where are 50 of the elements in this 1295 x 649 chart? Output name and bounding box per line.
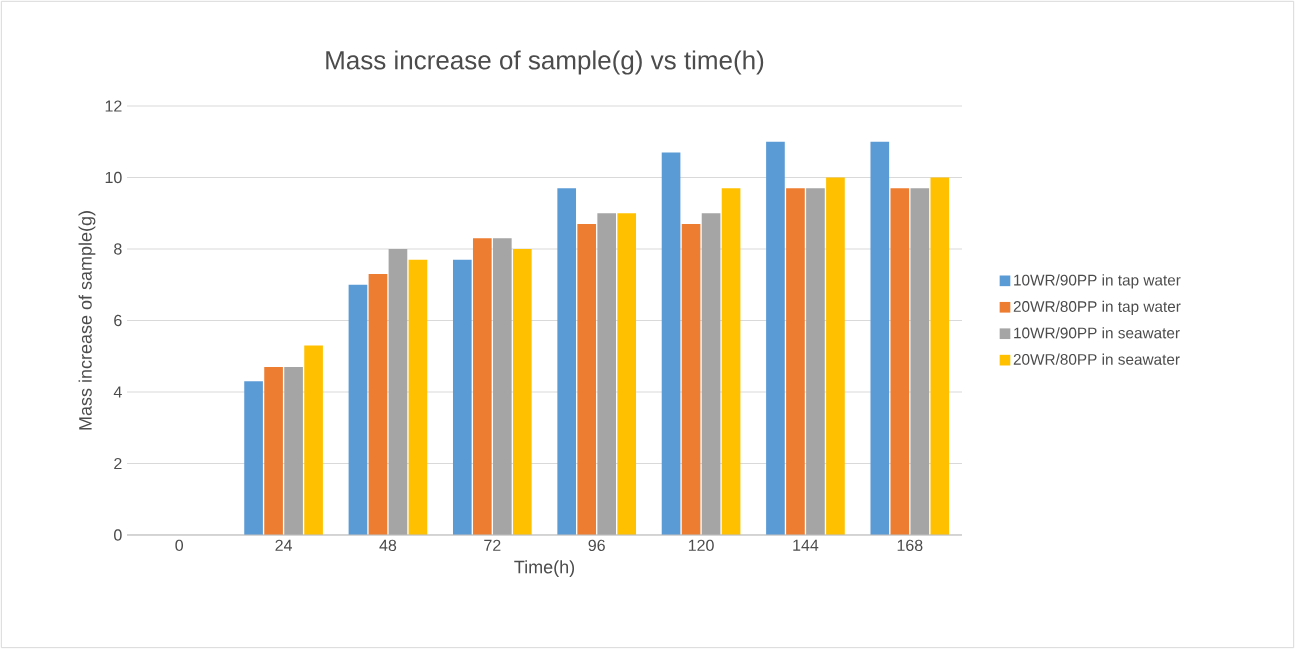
bar [721, 188, 741, 535]
legend-label: 10WR/90PP in seawater [1014, 327, 1180, 339]
y-tick-label: 12 [105, 100, 122, 112]
bar [408, 259, 428, 535]
legend-label: 20WR/80PP in seawater [1013, 353, 1180, 365]
bar [388, 248, 408, 535]
bar [597, 213, 617, 535]
x-tick-label: 168 [897, 539, 923, 552]
x-tick-label: 144 [793, 539, 819, 551]
x-axis-title: Time(h) [514, 560, 575, 577]
y-tick-label: 4 [113, 386, 122, 398]
x-tick-label: 0 [175, 539, 184, 552]
x-tick-label: 72 [484, 539, 501, 551]
legend-label: 10WR/90PP in tap water [1014, 274, 1181, 289]
x-tick-label: 24 [275, 539, 292, 551]
bar [617, 213, 637, 535]
bar [512, 248, 532, 535]
bar [472, 238, 492, 535]
bar [910, 188, 930, 535]
bar [701, 213, 721, 535]
y-tick-label: 10 [105, 171, 122, 184]
bar [452, 259, 472, 535]
bar [806, 188, 825, 535]
bar [348, 284, 368, 535]
bar [681, 223, 701, 535]
bar [870, 141, 890, 535]
y-tick-label: 6 [114, 314, 122, 327]
y-tick-label: 0 [114, 529, 122, 541]
y-axis-title: Mass increase of sample(g) [78, 211, 96, 430]
bar [264, 366, 283, 535]
bar [786, 188, 805, 535]
y-tick-label: 8 [114, 243, 122, 255]
bar [368, 274, 388, 535]
bar [661, 152, 681, 535]
legend-label: 20WR/80PP in tap water [1013, 300, 1181, 315]
bar [492, 238, 512, 535]
bar [577, 223, 597, 535]
bar [826, 177, 845, 535]
y-tick-label: 2 [114, 457, 122, 470]
bar [304, 345, 323, 535]
bar [557, 188, 577, 535]
x-tick-label: 96 [588, 539, 605, 552]
bar [890, 188, 910, 535]
x-tick-label: 120 [688, 539, 714, 552]
bar [930, 177, 950, 535]
bar [244, 381, 263, 535]
bar [284, 366, 303, 535]
x-tick-label: 48 [379, 539, 397, 552]
bar [766, 141, 785, 535]
chart-title: Mass increase of sample(g) vs time(h) [326, 50, 764, 75]
